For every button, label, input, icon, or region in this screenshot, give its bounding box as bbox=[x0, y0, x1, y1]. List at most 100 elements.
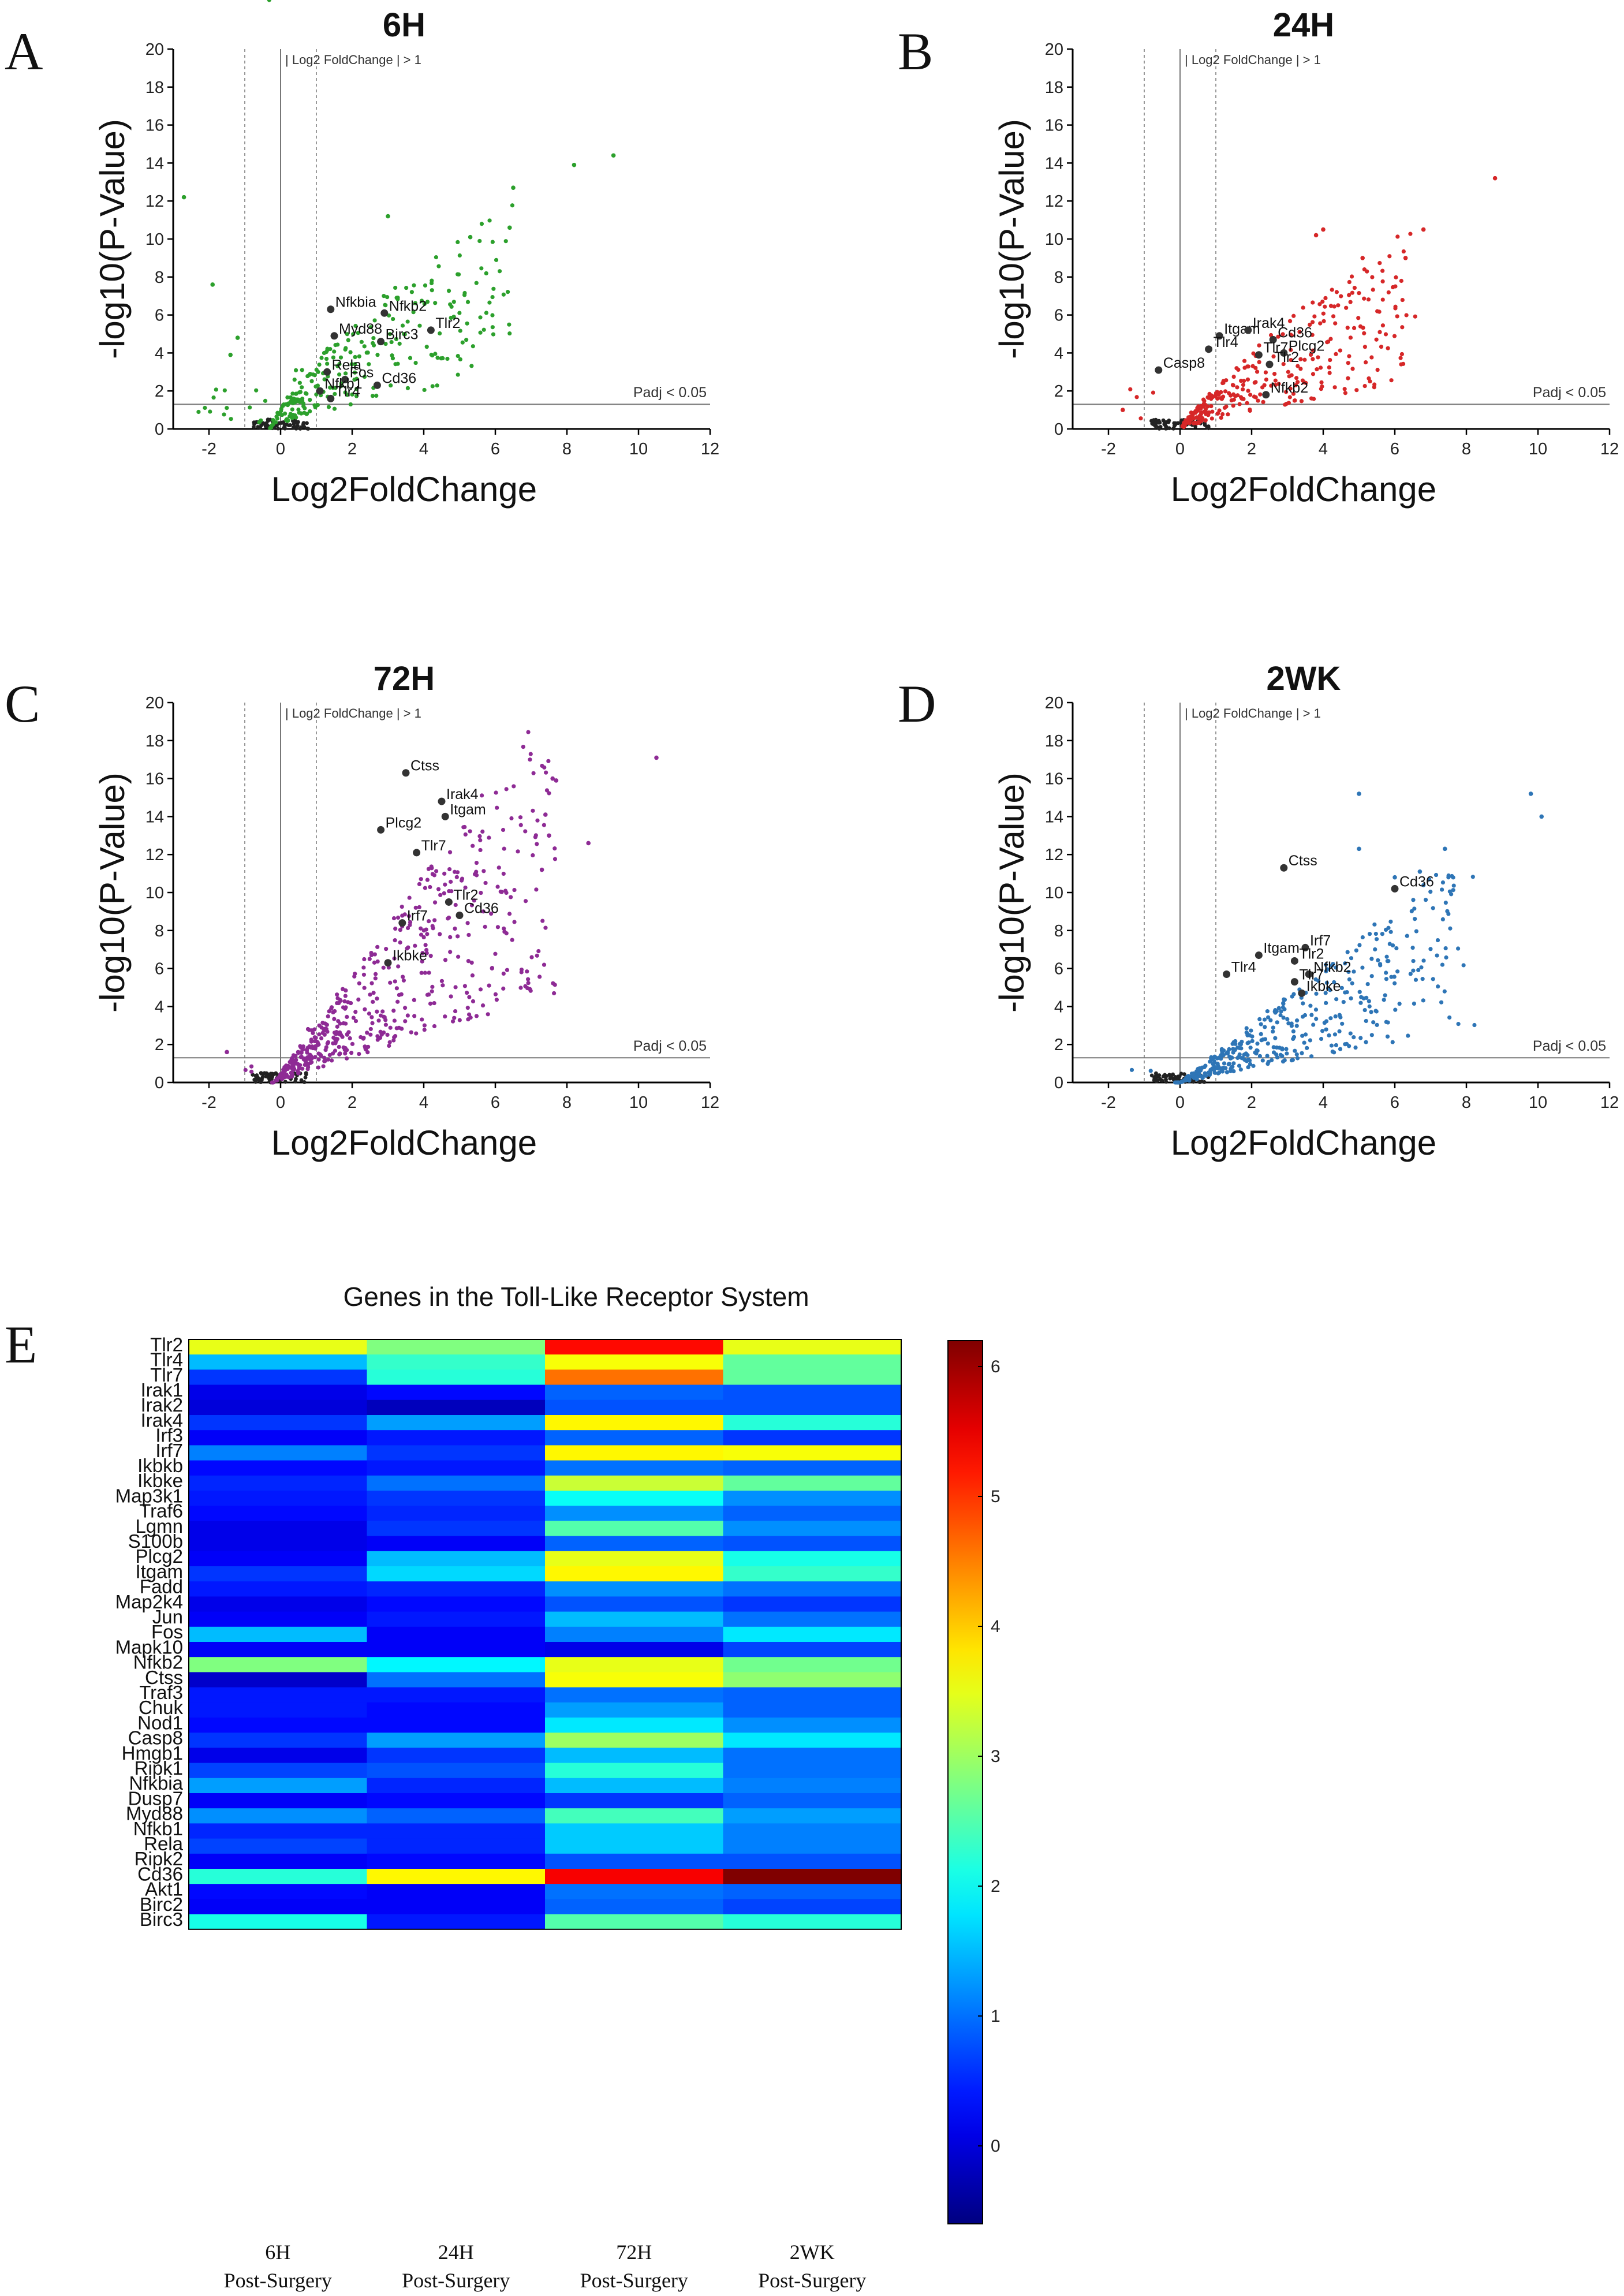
data-point bbox=[228, 352, 233, 357]
data-point bbox=[1223, 389, 1228, 394]
data-point bbox=[507, 912, 512, 916]
data-point bbox=[354, 387, 359, 391]
heatmap-cell bbox=[723, 1491, 902, 1506]
data-point bbox=[1385, 1034, 1390, 1039]
data-point bbox=[1365, 269, 1369, 274]
data-point bbox=[1209, 1055, 1214, 1059]
data-point bbox=[411, 310, 416, 315]
gene-label-cd36: Cd36 bbox=[1278, 324, 1312, 341]
data-point bbox=[1358, 1000, 1363, 1005]
data-point bbox=[1395, 314, 1399, 319]
data-point bbox=[1410, 946, 1415, 950]
data-point bbox=[1208, 1067, 1213, 1073]
gene-label-rela: Rela bbox=[332, 357, 362, 373]
data-point bbox=[346, 338, 350, 342]
data-point bbox=[1362, 1007, 1367, 1013]
data-point bbox=[493, 951, 498, 956]
data-point bbox=[434, 869, 439, 873]
data-point bbox=[484, 271, 488, 276]
data-point bbox=[1196, 1067, 1200, 1072]
data-point bbox=[210, 282, 215, 287]
data-point bbox=[1357, 846, 1361, 852]
gene-label-tlr2: Tlr2 bbox=[453, 887, 478, 903]
data-point bbox=[275, 423, 279, 428]
data-point bbox=[1129, 1067, 1134, 1072]
data-point bbox=[1273, 378, 1278, 383]
data-point bbox=[1353, 1045, 1358, 1050]
heatmap-cell bbox=[545, 1763, 724, 1779]
gene-label-tlr7: Tlr7 bbox=[421, 838, 446, 854]
gene-label-irf7: Irf7 bbox=[407, 908, 428, 924]
data-point bbox=[277, 421, 282, 425]
data-point bbox=[456, 272, 461, 277]
heatmap-cell bbox=[545, 1869, 724, 1884]
data-point bbox=[1350, 367, 1355, 371]
heatmap-cell bbox=[545, 1491, 724, 1506]
data-point bbox=[501, 971, 506, 976]
heatmap-cell bbox=[367, 1642, 546, 1657]
heatmap-cell bbox=[189, 1626, 368, 1642]
data-point bbox=[393, 926, 398, 931]
data-point bbox=[1313, 1007, 1319, 1012]
heatmap-cell bbox=[189, 1808, 368, 1824]
data-point bbox=[290, 1072, 295, 1076]
data-point bbox=[535, 953, 539, 958]
data-point bbox=[1151, 422, 1156, 427]
data-point bbox=[1321, 319, 1326, 323]
data-point bbox=[463, 885, 468, 890]
data-point bbox=[388, 1025, 393, 1030]
padj-label: Padj < 0.05 bbox=[1533, 384, 1606, 401]
data-point bbox=[407, 895, 412, 900]
data-point bbox=[281, 1070, 285, 1075]
data-point bbox=[1311, 357, 1315, 361]
highlight-point-fos bbox=[341, 375, 349, 383]
data-point bbox=[296, 423, 300, 428]
data-point bbox=[1215, 1061, 1220, 1066]
data-point bbox=[249, 1069, 254, 1074]
data-point bbox=[509, 895, 513, 899]
data-point bbox=[498, 889, 503, 894]
x-tick-label: 6 bbox=[1390, 1093, 1399, 1112]
data-point bbox=[1347, 354, 1352, 359]
data-point bbox=[1259, 1022, 1263, 1026]
data-point bbox=[337, 1044, 341, 1050]
data-point bbox=[1492, 176, 1498, 181]
data-point bbox=[1403, 256, 1408, 260]
data-point bbox=[1308, 1003, 1313, 1008]
data-point bbox=[293, 1054, 298, 1058]
gene-label-ikbke: Ikbke bbox=[1306, 978, 1341, 994]
heatmap-cell bbox=[545, 1415, 724, 1431]
data-point bbox=[456, 954, 461, 959]
x-tick-label: 12 bbox=[1600, 440, 1619, 458]
data-point bbox=[408, 356, 413, 360]
data-point bbox=[1401, 249, 1406, 254]
data-point bbox=[1246, 389, 1250, 393]
data-point bbox=[393, 979, 397, 984]
y-tick-label: 14 bbox=[145, 154, 164, 173]
data-point bbox=[1440, 917, 1445, 921]
data-point bbox=[1261, 1037, 1265, 1042]
heatmap-cell bbox=[545, 1551, 724, 1567]
highlight-point-irak4 bbox=[438, 797, 446, 805]
data-point bbox=[518, 985, 523, 990]
gene-label-cd36: Cd36 bbox=[382, 370, 416, 386]
gene-label-irak4: Irak4 bbox=[446, 786, 479, 802]
heatmap-cell bbox=[545, 1793, 724, 1809]
row-label-s100b: S100b bbox=[128, 1530, 183, 1552]
column-label-line1: 72H bbox=[616, 2241, 652, 2264]
data-point bbox=[222, 412, 226, 417]
data-point bbox=[490, 313, 495, 318]
x-tick-label: 0 bbox=[276, 440, 285, 458]
data-point bbox=[1242, 365, 1247, 370]
heatmap-cell bbox=[545, 1611, 724, 1627]
data-point bbox=[352, 377, 357, 382]
data-point bbox=[1262, 1017, 1267, 1022]
heatmap-cell bbox=[545, 1626, 724, 1642]
data-point bbox=[1236, 367, 1241, 372]
data-point bbox=[203, 405, 207, 410]
y-tick-label: 0 bbox=[1054, 420, 1063, 439]
data-point bbox=[1291, 1029, 1296, 1034]
data-point bbox=[478, 848, 483, 853]
heatmap-cell bbox=[367, 1596, 546, 1612]
data-point bbox=[1347, 293, 1352, 297]
